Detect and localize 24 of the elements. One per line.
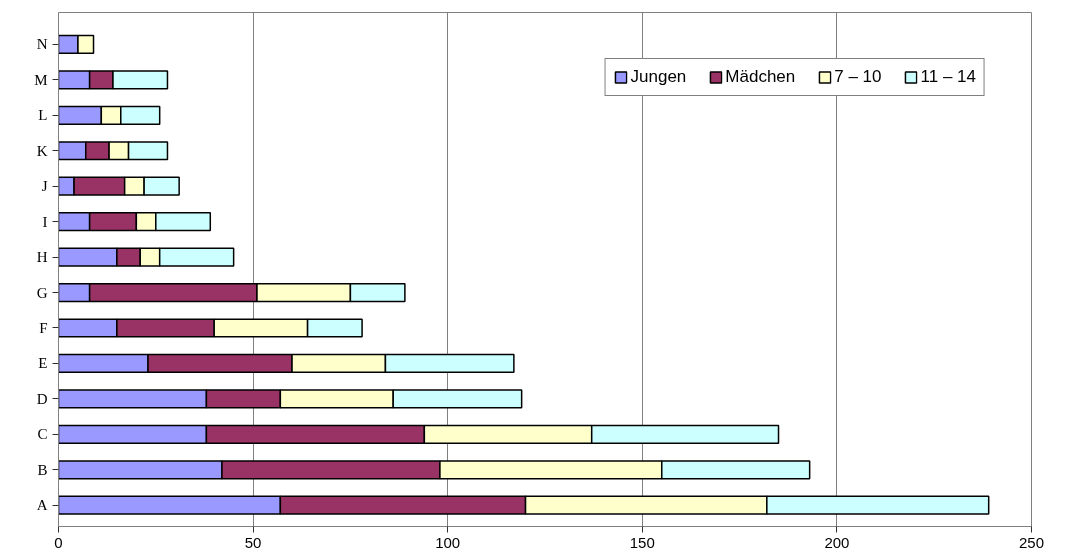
y-tick-label: C xyxy=(37,426,48,443)
y-tick-label: M xyxy=(34,71,48,88)
y-tick-label: E xyxy=(38,355,48,372)
legend-label: Mädchen xyxy=(725,67,796,87)
y-tick-label: G xyxy=(36,284,48,301)
y-tick-label: I xyxy=(42,213,48,230)
x-tick-label: 0 xyxy=(54,533,63,551)
x-tick-label: 150 xyxy=(629,533,655,551)
legend-label: Jungen xyxy=(630,67,687,87)
x-tick-label: 250 xyxy=(1018,533,1045,551)
x-tick-label: 200 xyxy=(824,533,850,551)
y-tick-label: H xyxy=(36,249,48,266)
x-tick-label: 50 xyxy=(244,533,262,551)
y-tick-label: K xyxy=(36,142,48,159)
y-tick-label: J xyxy=(41,178,48,195)
y-tick-label: D xyxy=(36,390,48,407)
x-tick-label: 100 xyxy=(435,533,461,551)
legend-label: 11 – 14 xyxy=(920,67,976,87)
y-tick-label: A xyxy=(36,497,48,514)
legend-label: 7 – 10 xyxy=(834,67,882,87)
y-tick-label: N xyxy=(36,36,48,53)
y-tick-label: B xyxy=(37,461,48,478)
y-tick-label: L xyxy=(38,107,48,124)
y-tick-label: F xyxy=(39,319,48,336)
